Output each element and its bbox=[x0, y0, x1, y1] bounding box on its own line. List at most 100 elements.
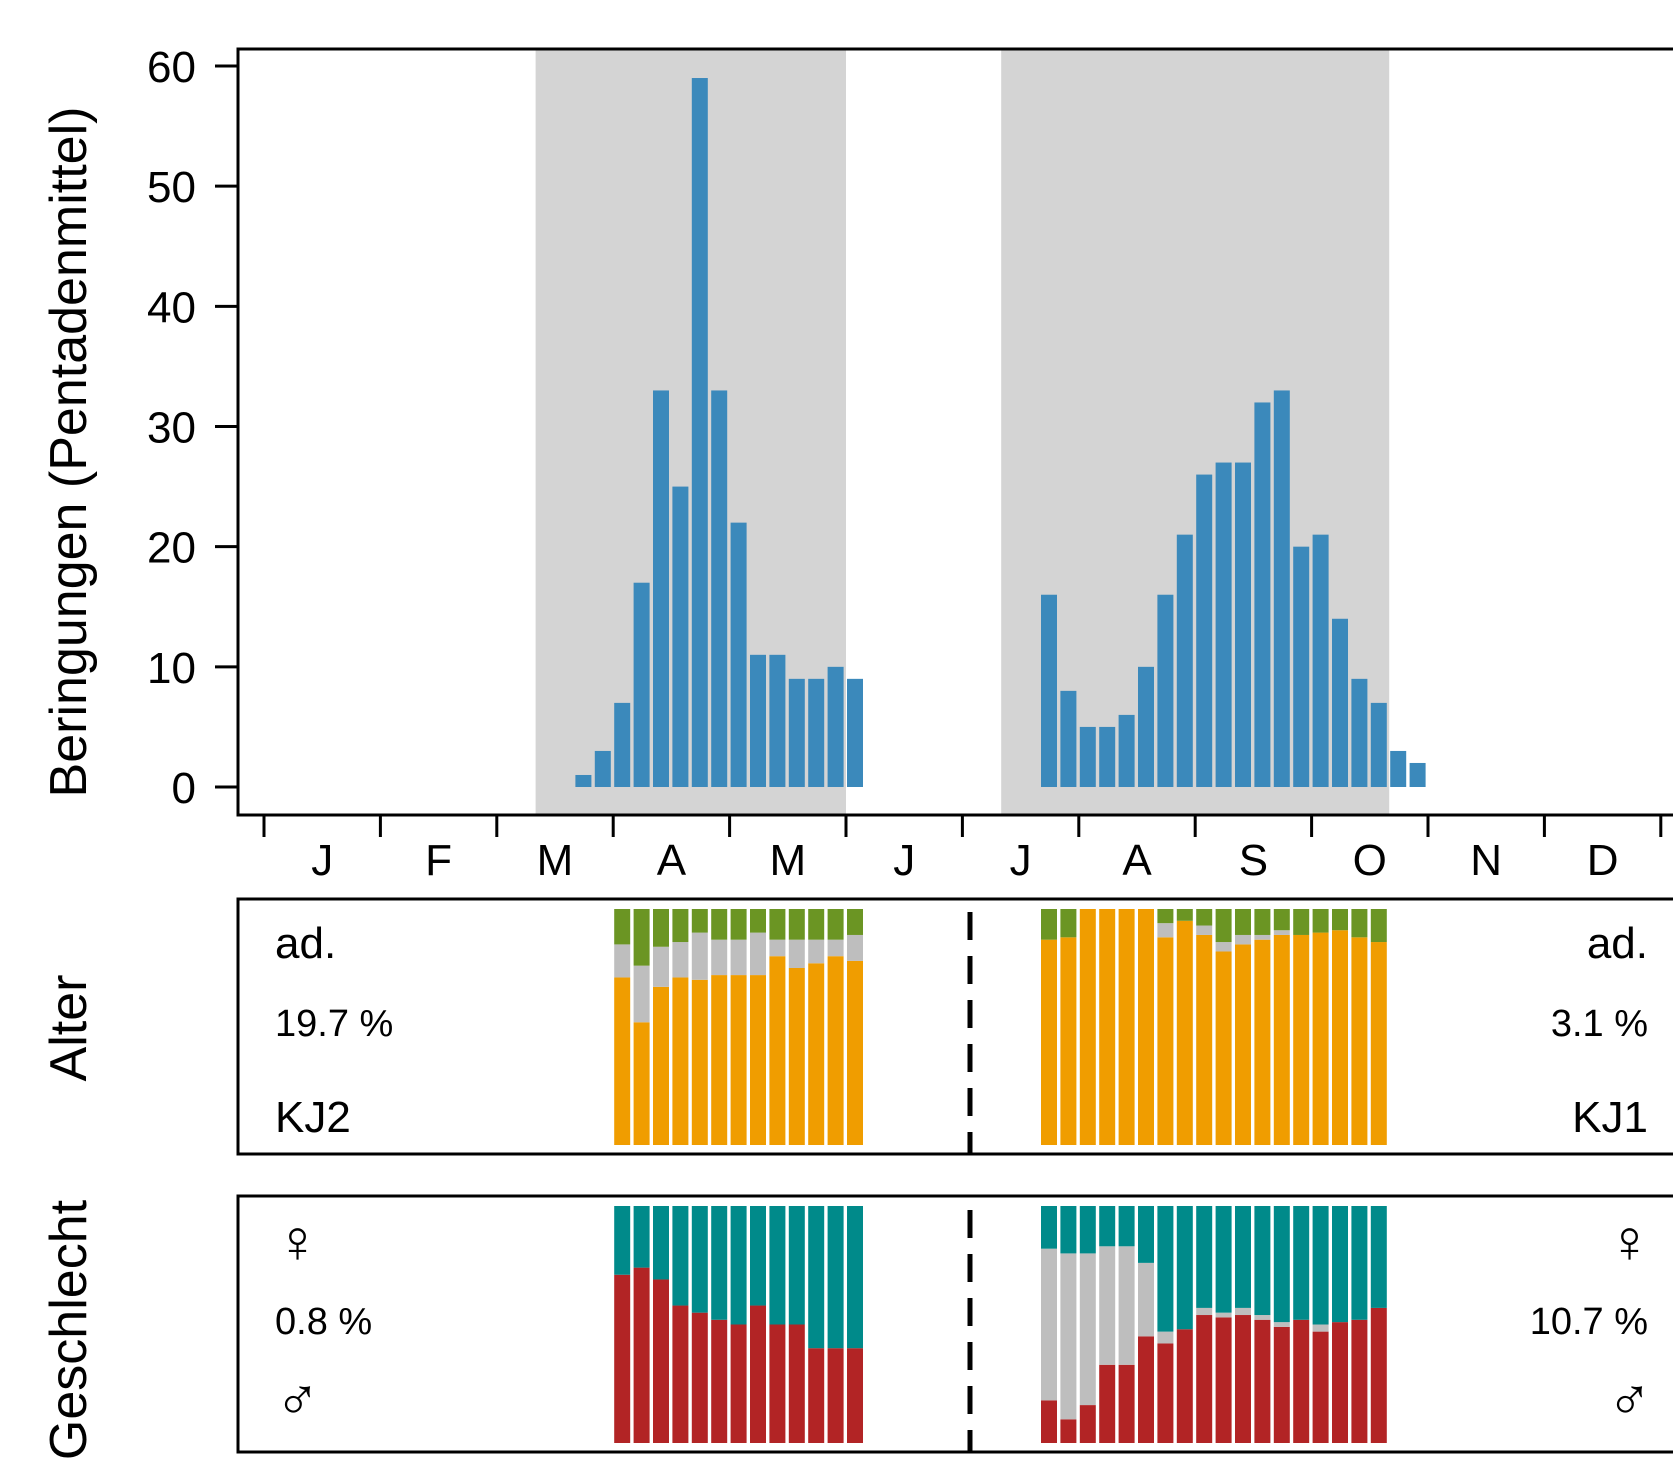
age-bar-57-upper bbox=[1351, 909, 1368, 938]
age-bar-19-middle bbox=[614, 944, 631, 978]
sex-panel: Geschlecht ♀ 0.8 % ♂ ♀ 10.7 % ♂ bbox=[40, 1194, 1673, 1460]
bar-pentade-49 bbox=[1196, 474, 1213, 787]
age-left-top-label: ad. bbox=[275, 919, 336, 968]
age-bar-29-upper bbox=[808, 909, 825, 940]
x-month-label-12: D bbox=[1587, 836, 1619, 885]
sex-bar-42-lower bbox=[1060, 1419, 1077, 1443]
age-bar-56-lower bbox=[1332, 930, 1348, 1145]
age-bar-51-lower bbox=[1235, 944, 1251, 1145]
age-bar-53-upper bbox=[1273, 909, 1290, 931]
sex-bar-29-upper bbox=[808, 1206, 825, 1349]
age-bar-54-lower bbox=[1293, 934, 1310, 1145]
age-bar-30-upper bbox=[827, 909, 844, 940]
age-bar-27-lower bbox=[769, 956, 786, 1145]
age-bar-22-upper bbox=[672, 909, 689, 943]
age-bar-29-lower bbox=[808, 963, 825, 1145]
sex-bar-19-lower bbox=[614, 1274, 631, 1443]
sex-bar-44-upper bbox=[1099, 1206, 1116, 1247]
bar-pentade-24 bbox=[711, 390, 728, 787]
age-bar-49-upper bbox=[1196, 909, 1213, 926]
age-bar-25-middle bbox=[730, 939, 747, 976]
sex-bar-29-lower bbox=[808, 1348, 825, 1443]
bar-pentade-46 bbox=[1138, 666, 1154, 787]
sex-bar-28-upper bbox=[788, 1206, 805, 1325]
age-bar-42-upper bbox=[1060, 909, 1077, 938]
bar-pentade-53 bbox=[1273, 390, 1290, 787]
sex-bar-50-middle bbox=[1215, 1312, 1232, 1318]
age-bar-52-middle bbox=[1254, 934, 1271, 940]
age-bar-52-lower bbox=[1254, 939, 1271, 1145]
sex-bar-52-upper bbox=[1254, 1206, 1271, 1316]
sex-bar-47-upper bbox=[1157, 1206, 1174, 1332]
sex-bar-56-upper bbox=[1332, 1206, 1348, 1323]
sex-bar-49-lower bbox=[1196, 1315, 1213, 1443]
x-month-label-8: A bbox=[1122, 836, 1152, 885]
sex-bar-52-middle bbox=[1254, 1315, 1271, 1320]
sex-bar-51-middle bbox=[1235, 1307, 1251, 1316]
age-bar-20-upper bbox=[633, 909, 650, 966]
age-bar-58-upper bbox=[1370, 909, 1387, 943]
sex-bar-22-upper bbox=[672, 1206, 689, 1306]
age-bar-51-upper bbox=[1235, 909, 1251, 935]
sex-bar-19-upper bbox=[614, 1206, 631, 1275]
bar-pentade-28 bbox=[788, 678, 805, 787]
sex-bar-49-middle bbox=[1196, 1307, 1213, 1316]
age-bar-55-upper bbox=[1312, 909, 1329, 933]
male-symbol-right: ♂ bbox=[1607, 1366, 1652, 1433]
bar-pentade-44 bbox=[1099, 726, 1116, 787]
sex-bar-43-lower bbox=[1079, 1405, 1096, 1443]
age-bar-22-middle bbox=[672, 942, 689, 978]
bar-pentade-26 bbox=[750, 654, 766, 787]
age-bar-51-middle bbox=[1235, 934, 1251, 945]
bar-pentade-41 bbox=[1041, 594, 1057, 787]
y-tick-label-50: 50 bbox=[147, 163, 196, 212]
sex-bar-24-upper bbox=[711, 1206, 728, 1320]
age-right-kj-label: KJ1 bbox=[1572, 1093, 1648, 1142]
sex-bar-41-middle bbox=[1041, 1248, 1057, 1401]
bar-pentade-23 bbox=[691, 78, 708, 788]
age-bar-47-middle bbox=[1157, 923, 1174, 938]
x-month-label-1: J bbox=[311, 836, 333, 885]
sex-bar-47-lower bbox=[1157, 1343, 1174, 1443]
age-bar-49-lower bbox=[1196, 934, 1213, 1145]
sex-bar-47-middle bbox=[1157, 1331, 1174, 1344]
sex-bar-23-lower bbox=[691, 1312, 708, 1443]
sex-bar-55-lower bbox=[1312, 1331, 1329, 1443]
age-bar-21-middle bbox=[653, 946, 669, 987]
age-bar-31-lower bbox=[847, 960, 863, 1145]
male-symbol-left: ♂ bbox=[275, 1366, 320, 1433]
sex-bar-30-lower bbox=[827, 1348, 844, 1443]
sex-bar-50-upper bbox=[1215, 1206, 1232, 1313]
age-bar-20-lower bbox=[633, 1022, 650, 1145]
age-bar-42-lower bbox=[1060, 937, 1077, 1145]
age-bar-27-middle bbox=[769, 939, 786, 957]
bar-pentade-50 bbox=[1215, 462, 1232, 787]
female-symbol-left: ♀ bbox=[275, 1208, 320, 1275]
age-bar-25-lower bbox=[730, 975, 747, 1145]
bar-pentade-45 bbox=[1118, 714, 1135, 787]
y-tick-label-40: 40 bbox=[147, 283, 196, 332]
bar-pentade-56 bbox=[1332, 618, 1348, 787]
x-month-label-9: S bbox=[1239, 836, 1268, 885]
age-bar-47-upper bbox=[1157, 909, 1174, 924]
sex-bar-53-upper bbox=[1273, 1206, 1290, 1323]
age-bar-23-upper bbox=[691, 909, 708, 933]
sex-bar-42-upper bbox=[1060, 1206, 1077, 1254]
main-panel: 0 10 20 30 40 50 60 J F M A M J J A S O N D Beringungen (… bbox=[40, 43, 1673, 885]
age-bar-28-lower bbox=[788, 968, 805, 1145]
age-left-kj-label: KJ2 bbox=[275, 1093, 351, 1142]
sex-bar-21-lower bbox=[653, 1279, 669, 1443]
age-bar-56-upper bbox=[1332, 909, 1348, 931]
sex-bar-27-lower bbox=[769, 1324, 786, 1443]
bar-pentade-55 bbox=[1312, 534, 1329, 787]
sex-bar-30-upper bbox=[827, 1206, 844, 1349]
age-bar-53-lower bbox=[1273, 934, 1290, 1145]
bar-pentade-42 bbox=[1060, 690, 1077, 787]
age-bar-58-lower bbox=[1370, 942, 1387, 1145]
age-bar-46-lower bbox=[1138, 909, 1154, 1145]
bar-pentade-48 bbox=[1176, 534, 1193, 787]
age-bar-52-upper bbox=[1254, 909, 1271, 935]
age-bar-28-middle bbox=[788, 939, 805, 968]
bar-pentade-51 bbox=[1235, 462, 1251, 787]
bar-pentade-25 bbox=[730, 522, 747, 787]
